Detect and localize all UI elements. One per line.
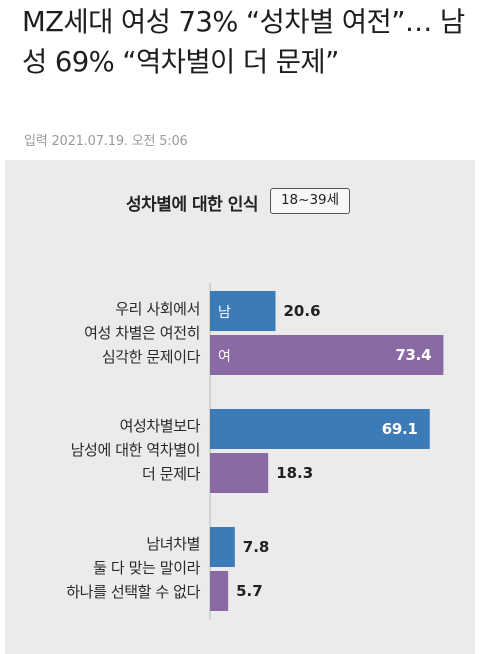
bar-female — [210, 335, 444, 375]
chart-panel — [5, 160, 475, 654]
bar-value-label: 73.4 — [395, 346, 432, 364]
bar-value-label: 5.7 — [236, 582, 263, 600]
bar-value-label: 20.6 — [283, 302, 321, 320]
bar-female — [210, 571, 229, 611]
bar-value-label: 7.8 — [242, 538, 270, 556]
bar-male — [210, 409, 430, 449]
category-label: 하나를 선택할 수 없다 — [66, 583, 200, 601]
category-label: 여성 차별은 여전히 — [84, 324, 200, 342]
chart-title: 성차별에 대한 인식 — [126, 195, 258, 215]
category-label: 심각한 문제이다 — [101, 348, 201, 366]
bar-male — [210, 527, 235, 567]
bar-male — [210, 291, 276, 331]
legend-label-male: 남 — [218, 305, 231, 321]
category-label: 남녀차별 — [146, 535, 200, 553]
category-label: 더 문제다 — [142, 465, 200, 483]
category-label: 여성차별보다 — [119, 417, 201, 435]
bar-female — [210, 453, 269, 493]
publish-timestamp: 입력 2021.07.19. 오전 5:06 — [24, 134, 188, 149]
headline: MZ세대 여성 73% “성차별 여전”… 남성 69% “역차별이 더 문제” — [22, 6, 465, 78]
legend-label-female: 여 — [218, 349, 231, 365]
bar-value-label: 18.3 — [276, 464, 314, 482]
bar-value-label: 69.1 — [381, 420, 418, 438]
category-label: 우리 사회에서 — [115, 300, 200, 318]
age-range-badge: 18~39세 — [270, 188, 350, 214]
category-label: 남성에 대한 역차별이 — [70, 441, 201, 459]
category-label: 둘 다 맞는 말이라 — [93, 559, 200, 577]
